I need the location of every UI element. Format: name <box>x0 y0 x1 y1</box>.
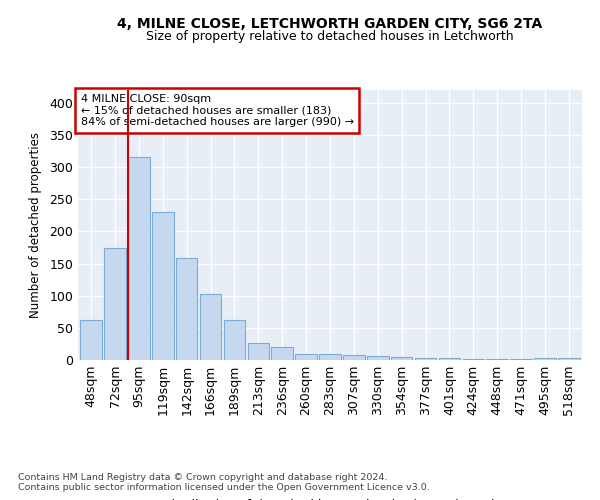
Bar <box>415 358 436 360</box>
Text: Contains HM Land Registry data © Crown copyright and database right 2024.
Contai: Contains HM Land Registry data © Crown c… <box>18 472 430 492</box>
Bar <box>200 294 221 360</box>
Bar <box>558 358 580 360</box>
Bar <box>439 358 460 360</box>
Bar <box>152 212 173 360</box>
Bar <box>463 358 484 360</box>
Bar <box>80 320 102 360</box>
Bar <box>176 258 197 360</box>
Text: Size of property relative to detached houses in Letchworth: Size of property relative to detached ho… <box>146 30 514 43</box>
X-axis label: Distribution of detached houses by size in Letchworth: Distribution of detached houses by size … <box>161 498 499 500</box>
Y-axis label: Number of detached properties: Number of detached properties <box>29 132 43 318</box>
Bar <box>391 358 412 360</box>
Text: 4 MILNE CLOSE: 90sqm
← 15% of detached houses are smaller (183)
84% of semi-deta: 4 MILNE CLOSE: 90sqm ← 15% of detached h… <box>80 94 353 127</box>
Bar <box>271 346 293 360</box>
Bar <box>367 356 389 360</box>
Bar <box>128 158 149 360</box>
Bar <box>295 354 317 360</box>
Bar <box>104 248 126 360</box>
Bar <box>248 342 269 360</box>
Bar <box>534 358 556 360</box>
Text: 4, MILNE CLOSE, LETCHWORTH GARDEN CITY, SG6 2TA: 4, MILNE CLOSE, LETCHWORTH GARDEN CITY, … <box>118 18 542 32</box>
Bar <box>224 320 245 360</box>
Bar <box>343 355 365 360</box>
Bar <box>319 354 341 360</box>
